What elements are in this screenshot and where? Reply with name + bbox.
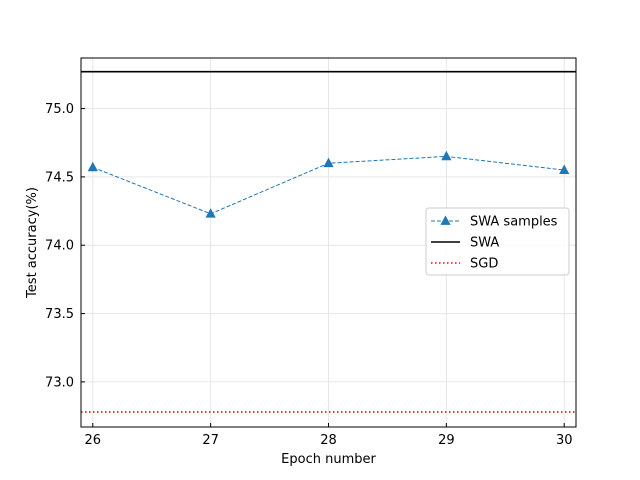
y-axis-label: Test accuracy(%) — [25, 187, 40, 299]
swa-samples-point — [323, 157, 334, 168]
swa-samples-point — [87, 161, 98, 172]
series-layer — [87, 150, 570, 218]
y-tick-label: 74.0 — [45, 239, 74, 254]
x-tick-label: 27 — [202, 433, 219, 448]
swa-samples-point — [441, 150, 452, 161]
legend-label-swa-samples: SWA samples — [470, 215, 558, 230]
legend: SWA samples SWA SGD — [425, 207, 570, 276]
legend-box — [425, 207, 570, 276]
y-tick-label: 75.0 — [45, 102, 74, 117]
x-tick-label: 28 — [320, 433, 337, 448]
legend-label-sgd: SGD — [470, 257, 498, 272]
y-tick-label: 74.5 — [45, 170, 74, 185]
x-axis-label: Epoch number — [281, 452, 376, 467]
axis-ticks: 26 27 28 29 30 73.0 73.5 74.0 74.5 75.0 — [45, 102, 572, 448]
reference-lines — [81, 70, 576, 413]
x-tick-label: 26 — [85, 433, 102, 448]
y-tick-label: 73.0 — [45, 375, 74, 390]
legend-marker-swa-samples — [440, 215, 451, 225]
y-tick-label: 73.5 — [45, 307, 74, 322]
x-tick-label: 29 — [438, 433, 455, 448]
swa-samples-point — [559, 164, 570, 174]
x-tick-label: 30 — [556, 433, 573, 448]
swa-samples-point — [205, 208, 216, 218]
legend-label-swa: SWA — [470, 236, 499, 251]
